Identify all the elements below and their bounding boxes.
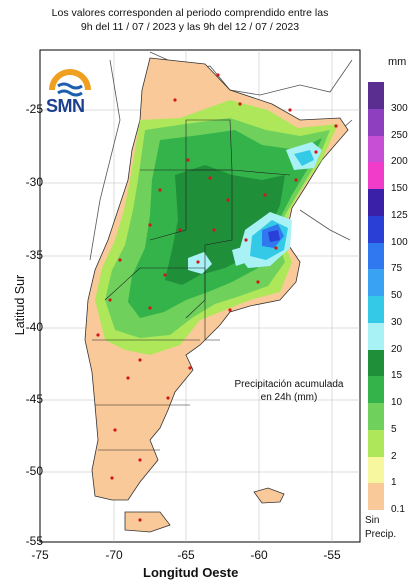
legend-unit: mm — [388, 56, 407, 68]
map-note-line-1: Precipitación acumulada — [234, 379, 344, 390]
x-tick: -70 — [105, 548, 123, 562]
legend-label: 50 — [391, 290, 403, 301]
map-note: Precipitación acumulada en 24h (mm) — [214, 378, 364, 404]
y-tick: -30 — [25, 175, 43, 189]
legend-swatch — [368, 403, 384, 430]
y-axis-label: Latitud Sur — [13, 274, 27, 336]
map-note-line-2: en 24h (mm) — [260, 392, 318, 403]
legend-swatch — [368, 456, 384, 484]
legend-swatch — [368, 269, 384, 296]
legend-label: 75 — [391, 263, 403, 275]
precip-20-50mm-north — [294, 150, 314, 166]
tierra-del-fuego — [124, 511, 171, 533]
y-tick: -55 — [25, 534, 43, 548]
y-tick: -25 — [25, 102, 43, 116]
precip-100mm-core — [268, 230, 280, 242]
legend-label: 10 — [391, 397, 403, 408]
legend-swatch — [368, 242, 384, 270]
header-line-1: Los valores corresponden al periodo comp… — [51, 7, 329, 19]
legend-label: 250 — [391, 129, 408, 141]
legend-label: 15 — [391, 370, 403, 382]
legend-color-bar — [368, 82, 384, 510]
legend-label: 30 — [391, 316, 403, 328]
y-tick: -45 — [25, 392, 43, 406]
legend-swatch — [368, 215, 384, 243]
y-tick: -40 — [25, 320, 43, 334]
legend-label: 1 — [391, 477, 397, 489]
y-tick: -35 — [25, 248, 43, 262]
x-tick: -55 — [323, 548, 341, 562]
legend-swatch — [368, 429, 384, 457]
legend-swatch — [368, 322, 384, 350]
legend-swatch — [368, 189, 384, 216]
legend-label: 150 — [391, 183, 408, 194]
legend-swatch — [368, 376, 384, 403]
weather-stations — [96, 73, 338, 522]
legend-label: 5 — [391, 423, 397, 435]
smn-logo-icon — [49, 69, 91, 97]
legend-swatch — [368, 296, 384, 323]
smn-logo-text: SMN — [46, 96, 85, 116]
precip-15-30mm-center-2 — [232, 246, 248, 266]
y-tick: -50 — [25, 464, 43, 478]
province-borders — [92, 119, 291, 451]
legend-swatch — [368, 135, 384, 163]
legend-label: 200 — [391, 156, 408, 168]
header-line-2: 9h del 11 / 07 / 2023 y las 9h del 12 / … — [80, 21, 300, 33]
x-axis-label: Longitud Oeste — [143, 565, 239, 580]
map-header: Los valores corresponden al periodo comp… — [0, 6, 380, 34]
legend-label: 2 — [391, 450, 397, 462]
legend-label: 125 — [391, 209, 408, 221]
legend-label: 100 — [391, 236, 408, 248]
legend-label: 20 — [391, 343, 403, 355]
precip-15-30mm-center — [188, 252, 212, 274]
legend-no-precip-line-1: Sin — [365, 515, 380, 526]
legend-label: 300 — [391, 102, 408, 114]
legend-no-precip-line-2: Precip. — [365, 529, 397, 540]
x-tick: -65 — [177, 548, 195, 562]
x-tick: -75 — [31, 548, 49, 562]
x-tick: -60 — [250, 548, 268, 562]
legend-swatch — [368, 108, 384, 136]
legend-swatch — [368, 483, 384, 510]
legend-swatch — [368, 82, 384, 109]
legend-swatch — [368, 349, 384, 377]
legend-no-precip: Sin Precip. — [365, 514, 396, 542]
precip-10-15mm — [165, 165, 285, 285]
malvinas-islands — [253, 487, 285, 504]
legend-swatch — [368, 162, 384, 189]
legend-label: 0.1 — [391, 504, 405, 515]
